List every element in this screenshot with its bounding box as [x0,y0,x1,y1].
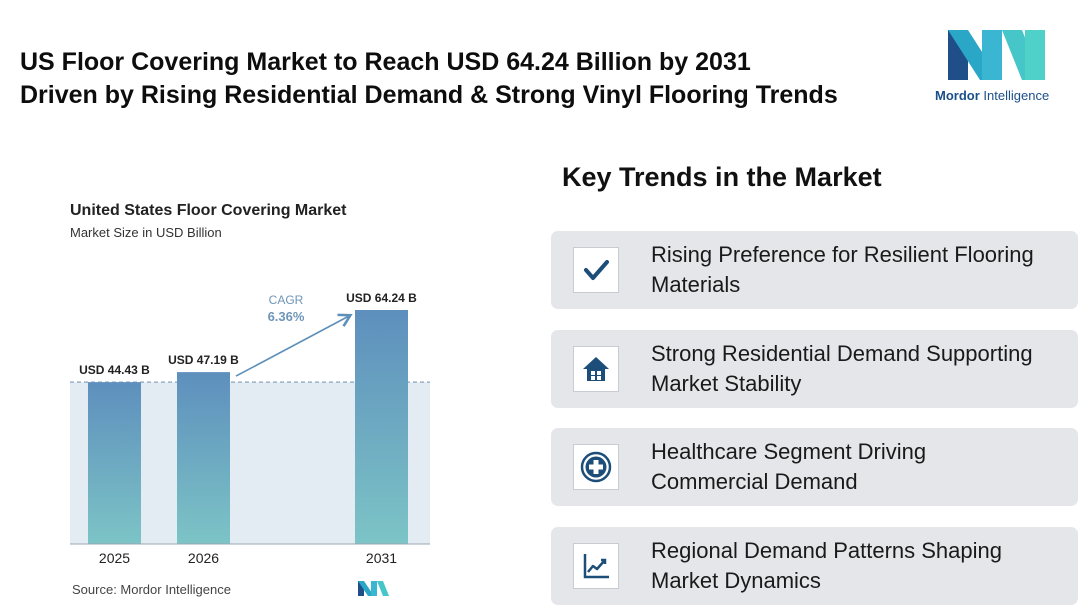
cagr-value: 6.36% [268,309,305,324]
data-label-2026: USD 47.19 B [168,353,239,367]
bar-2025 [88,382,141,544]
mordor-intelligence-logo [948,30,1045,80]
trend-card-healthcare: Healthcare Segment Driving Commercial De… [551,428,1078,506]
trend-text-line-1: Healthcare Segment Driving [651,439,927,464]
trend-card-resilient-flooring: Rising Preference for Resilient Flooring… [551,231,1078,309]
trend-text: Strong Residential Demand Supporting Mar… [651,339,1071,399]
trend-card-residential-demand: Strong Residential Demand Supporting Mar… [551,330,1078,408]
trend-text-line-2: Market Stability [651,371,802,396]
trend-text-line-2: Commercial Demand [651,469,858,494]
chart-source: Source: Mordor Intelligence [72,582,231,597]
trend-text-line-1: Strong Residential Demand Supporting [651,341,1033,366]
trend-text: Rising Preference for Resilient Flooring… [651,240,1071,300]
bar-2026 [177,372,230,544]
trend-icon-box [573,444,619,490]
market-size-bar-chart: USD 44.43 B 2025 USD 47.19 B 2026 USD 64.24 … [70,291,430,566]
x-tick-2026: 2026 [188,550,219,566]
data-label-2031: USD 64.24 B [346,291,417,305]
chart-subtitle: Market Size in USD Billion [70,225,222,240]
trend-text-line-1: Regional Demand Patterns Shaping [651,538,1003,563]
trends-title: Key Trends in the Market [562,162,882,192]
trend-icon-box [573,247,619,293]
house-icon [583,357,609,381]
trend-text-line-2: Market Dynamics [651,568,821,593]
trend-text: Healthcare Segment Driving Commercial De… [651,437,1071,497]
cagr-label: CAGR [269,293,304,307]
trend-card-regional-demand: Regional Demand Patterns Shaping Market … [551,527,1078,605]
bar-2031 [355,310,408,544]
trend-icon-box [573,543,619,589]
page-headline: US Floor Covering Market to Reach USD 64… [20,46,920,112]
trend-text-line-1: Rising Preference for Resilient Flooring [651,242,1034,267]
logo-wordmark: Mordor Intelligence [935,88,1049,103]
medical-cross-icon [580,451,612,483]
check-icon [584,260,609,280]
x-tick-2025: 2025 [99,550,130,566]
trend-icon-box [573,346,619,392]
trend-text: Regional Demand Patterns Shaping Market … [651,536,1071,596]
x-tick-2031: 2031 [366,550,397,566]
logo-word-1: Mordor [935,88,980,103]
headline-line-2: Driven by Rising Residential Demand & St… [20,81,838,109]
cagr-arrow [235,313,353,377]
trend-text-line-2: Materials [651,272,741,297]
mini-logo-icon [358,581,389,596]
headline-line-1: US Floor Covering Market to Reach USD 64… [20,48,751,76]
line-chart-icon [583,554,609,579]
logo-word-2: Intelligence [983,88,1050,103]
data-label-2025: USD 44.43 B [79,363,150,377]
chart-title: United States Floor Covering Market [70,202,347,219]
